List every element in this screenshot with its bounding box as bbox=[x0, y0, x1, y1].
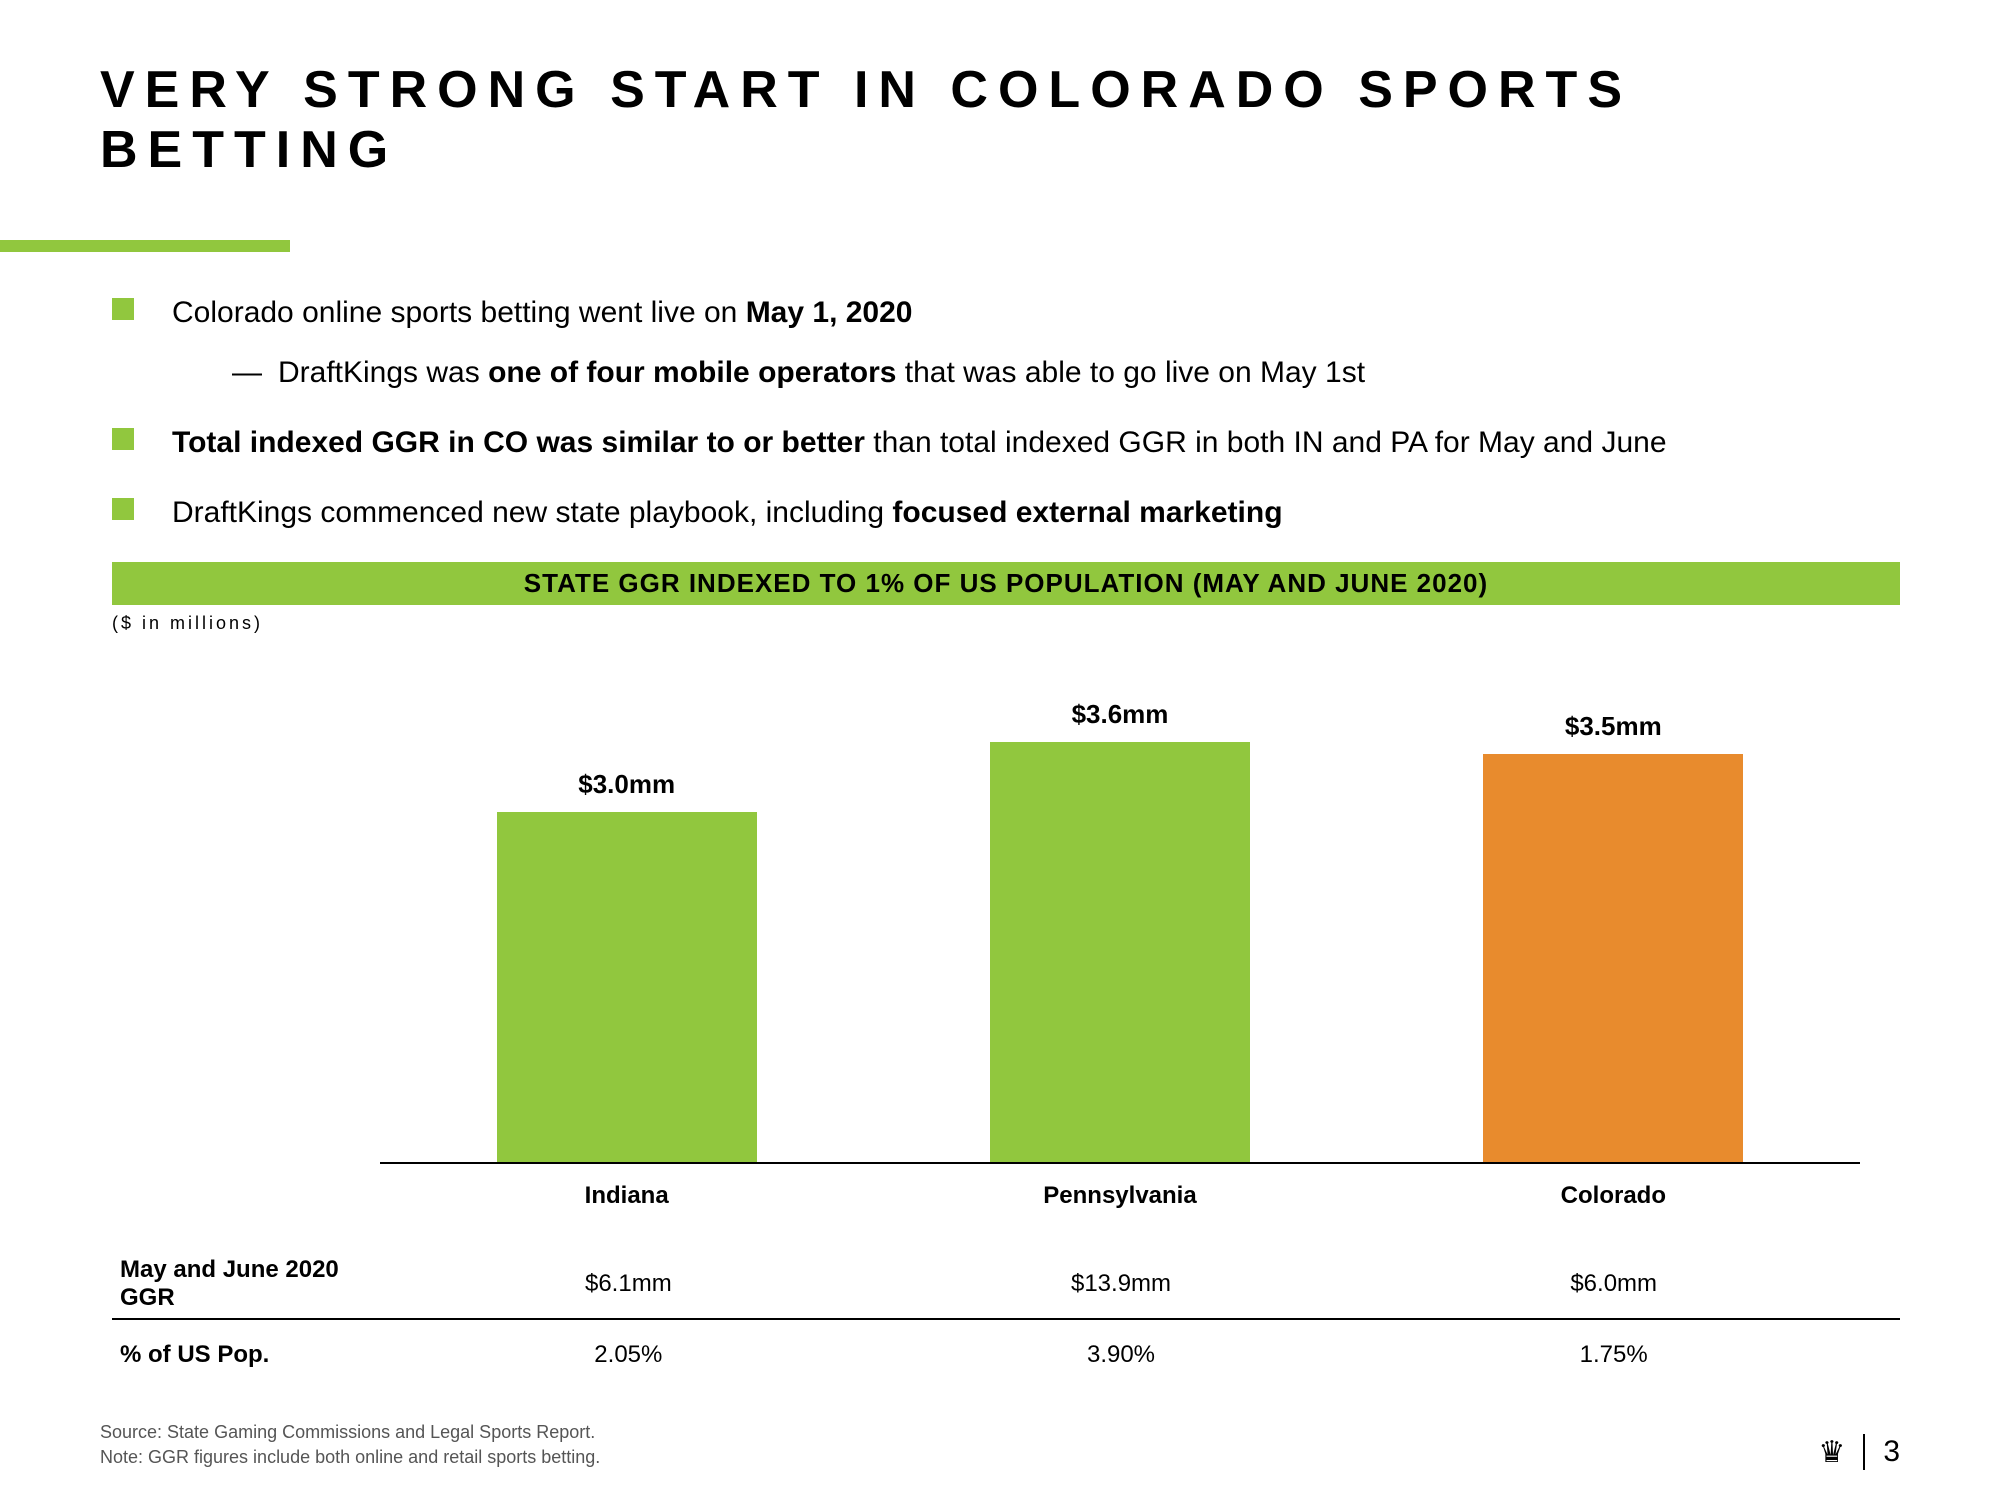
bar-group: $3.6mm bbox=[990, 699, 1250, 1162]
footer-divider bbox=[1863, 1434, 1865, 1470]
category-axis: IndianaPennsylvaniaColorado bbox=[380, 1182, 1860, 1210]
table-cell: $6.1mm bbox=[382, 1270, 875, 1298]
sub-1-pre: DraftKings was bbox=[278, 356, 488, 389]
footnote-source: Source: State Gaming Commissions and Leg… bbox=[100, 1420, 600, 1445]
table-row: May and June 2020 GGR $6.1mm$13.9mm$6.0m… bbox=[112, 1250, 1900, 1320]
bar bbox=[497, 812, 757, 1162]
bullet-2-post: than total indexed GGR in both IN and PA… bbox=[865, 426, 1667, 459]
bar-group: $3.0mm bbox=[497, 769, 757, 1162]
logo-crown-icon: ♛ bbox=[1818, 1435, 1845, 1470]
table-cell: 3.90% bbox=[875, 1341, 1368, 1369]
slide-title: VERY STRONG START IN COLORADO SPORTS BET… bbox=[100, 60, 1900, 180]
row-label-ggr: May and June 2020 GGR bbox=[112, 1256, 382, 1312]
sub-1-post: that was able to go live on May 1st bbox=[896, 356, 1365, 389]
bullet-square-icon bbox=[112, 498, 134, 520]
table-cell: 1.75% bbox=[1367, 1341, 1860, 1369]
chart-header: STATE GGR INDEXED TO 1% OF US POPULATION… bbox=[112, 562, 1900, 605]
dash-icon: — bbox=[232, 352, 262, 394]
bar-value-label: $3.0mm bbox=[578, 769, 675, 800]
slide-footer: Source: State Gaming Commissions and Leg… bbox=[100, 1420, 1900, 1470]
bar-group: $3.5mm bbox=[1483, 711, 1743, 1162]
data-table: May and June 2020 GGR $6.1mm$13.9mm$6.0m… bbox=[112, 1250, 1900, 1390]
table-cell: $13.9mm bbox=[875, 1270, 1368, 1298]
bar-value-label: $3.6mm bbox=[1072, 699, 1169, 730]
bullet-3: DraftKings commenced new state playbook,… bbox=[112, 492, 1900, 534]
bar bbox=[1483, 754, 1743, 1162]
chart-units: ($ in millions) bbox=[112, 613, 1900, 634]
sub-bullet-1: — DraftKings was one of four mobile oper… bbox=[232, 352, 1365, 394]
accent-bar bbox=[0, 240, 290, 252]
category-label: Colorado bbox=[1367, 1182, 1860, 1210]
bullet-1: Colorado online sports betting went live… bbox=[112, 292, 1900, 394]
table-cell: 2.05% bbox=[382, 1341, 875, 1369]
footnote-note: Note: GGR figures include both online an… bbox=[100, 1445, 600, 1470]
bullet-list: Colorado online sports betting went live… bbox=[100, 292, 1900, 534]
bullet-2: Total indexed GGR in CO was similar to o… bbox=[112, 422, 1900, 464]
table-cell: $6.0mm bbox=[1367, 1270, 1860, 1298]
bullet-3-bold: focused external marketing bbox=[892, 496, 1282, 529]
category-label: Pennsylvania bbox=[873, 1182, 1366, 1210]
category-label: Indiana bbox=[380, 1182, 873, 1210]
table-row: % of US Pop. 2.05%3.90%1.75% bbox=[112, 1320, 1900, 1390]
bullet-square-icon bbox=[112, 428, 134, 450]
page-number: 3 bbox=[1883, 1435, 1900, 1469]
bar-value-label: $3.5mm bbox=[1565, 711, 1662, 742]
bullet-1-text: Colorado online sports betting went live… bbox=[172, 296, 746, 329]
bar bbox=[990, 742, 1250, 1162]
bullet-1-bold: May 1, 2020 bbox=[746, 296, 913, 329]
bullet-square-icon bbox=[112, 298, 134, 320]
bar-chart: $3.0mm $3.6mm $3.5mm bbox=[380, 684, 1860, 1164]
row-label-pop: % of US Pop. bbox=[112, 1341, 382, 1369]
bullet-3-pre: DraftKings commenced new state playbook,… bbox=[172, 496, 892, 529]
sub-1-bold: one of four mobile operators bbox=[488, 356, 896, 389]
bullet-2-bold: Total indexed GGR in CO was similar to o… bbox=[172, 426, 865, 459]
